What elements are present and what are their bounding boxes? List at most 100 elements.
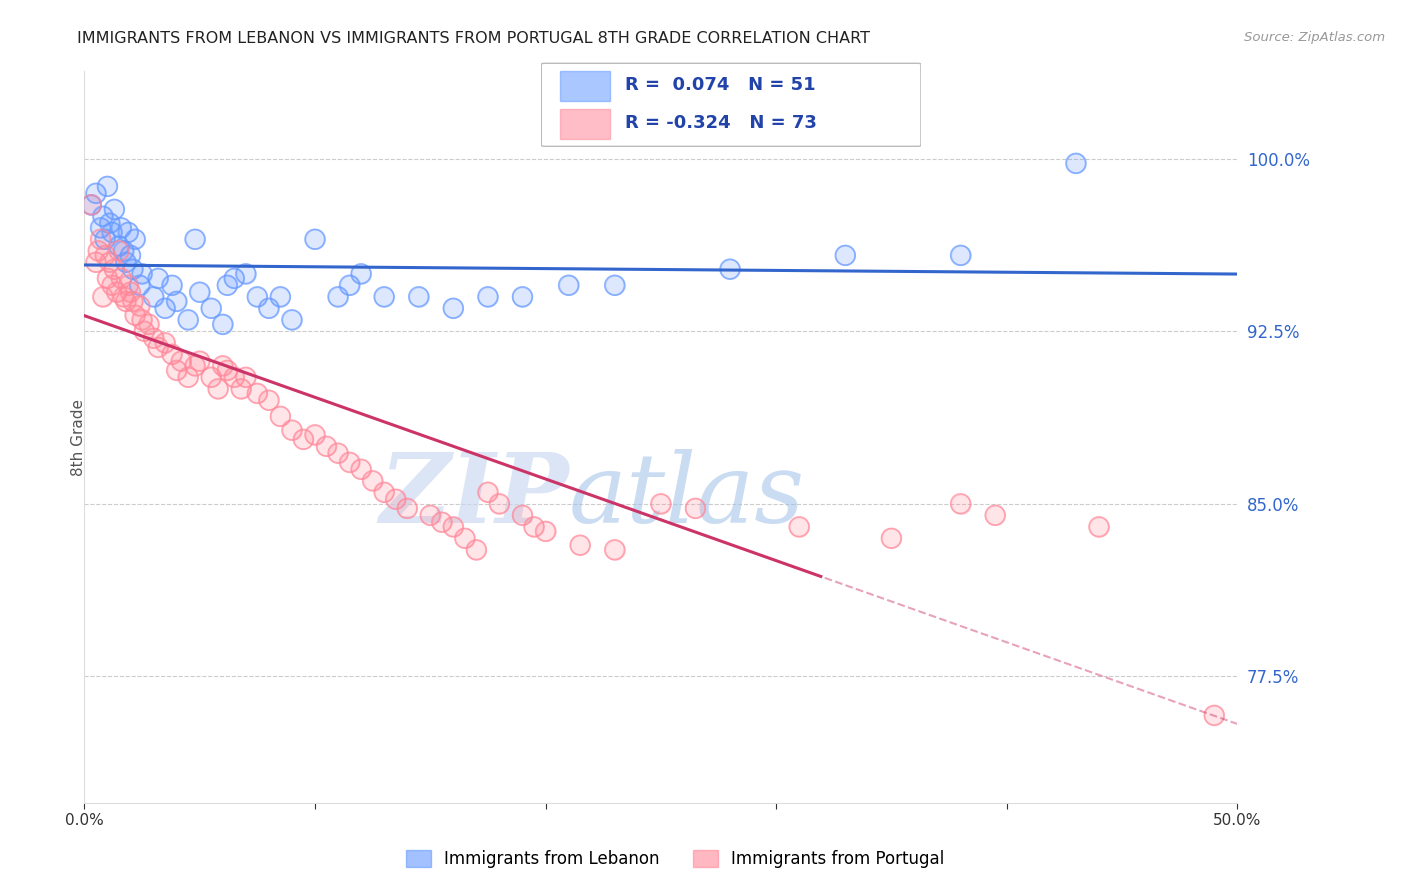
Point xyxy=(1204,708,1226,723)
Point xyxy=(91,290,114,304)
Point xyxy=(200,370,222,384)
Point xyxy=(211,318,233,332)
Point xyxy=(108,244,131,258)
Point xyxy=(84,255,107,269)
Point xyxy=(101,226,124,240)
Point xyxy=(269,409,291,424)
Point xyxy=(96,179,118,194)
Point xyxy=(134,324,156,338)
Point xyxy=(685,501,707,516)
Point xyxy=(120,285,142,300)
Point xyxy=(350,462,373,476)
Y-axis label: 8th Grade: 8th Grade xyxy=(72,399,86,475)
Point xyxy=(217,363,239,377)
Point xyxy=(1064,156,1087,170)
Point xyxy=(650,497,672,511)
Point xyxy=(454,531,477,545)
Point xyxy=(246,386,269,401)
Point xyxy=(110,271,132,285)
Point xyxy=(419,508,441,523)
Point xyxy=(89,232,111,246)
Point xyxy=(326,290,349,304)
Point xyxy=(84,186,107,201)
Point xyxy=(103,202,125,217)
Point xyxy=(101,226,124,240)
Point xyxy=(217,278,239,293)
Point xyxy=(408,290,430,304)
Point xyxy=(142,331,165,345)
Point xyxy=(94,248,117,262)
Point xyxy=(80,198,103,212)
Point xyxy=(120,285,142,300)
Point xyxy=(339,455,361,469)
Point xyxy=(177,370,200,384)
Point xyxy=(112,290,135,304)
Point xyxy=(211,359,233,373)
Point xyxy=(441,301,464,316)
Point xyxy=(246,386,269,401)
Point xyxy=(84,255,107,269)
Point xyxy=(557,278,579,293)
Point xyxy=(94,248,117,262)
Point xyxy=(153,335,176,350)
Point xyxy=(281,423,304,437)
Point xyxy=(160,278,183,293)
Point xyxy=(257,393,280,408)
Point xyxy=(235,370,257,384)
Point xyxy=(350,267,373,281)
Point xyxy=(224,271,246,285)
Point xyxy=(177,370,200,384)
Point xyxy=(384,492,406,507)
Point xyxy=(91,290,114,304)
Point xyxy=(949,497,972,511)
Point xyxy=(281,423,304,437)
Point xyxy=(146,340,169,354)
Point xyxy=(880,531,903,545)
Point xyxy=(339,278,361,293)
Point xyxy=(112,244,135,258)
Point xyxy=(124,308,146,322)
Point xyxy=(207,382,229,396)
Point xyxy=(880,531,903,545)
Point xyxy=(112,244,135,258)
Point xyxy=(94,232,117,246)
Point xyxy=(224,370,246,384)
Point xyxy=(718,262,741,277)
Point xyxy=(603,542,626,557)
Point xyxy=(488,497,510,511)
Point xyxy=(124,232,146,246)
Point xyxy=(105,285,128,300)
Point xyxy=(160,347,183,361)
Point xyxy=(105,285,128,300)
Point xyxy=(200,370,222,384)
Point xyxy=(98,255,121,269)
Point xyxy=(315,439,337,453)
Point xyxy=(430,515,453,529)
Point xyxy=(949,248,972,262)
Point xyxy=(146,340,169,354)
Point xyxy=(131,267,153,281)
Point xyxy=(103,262,125,277)
Point xyxy=(138,318,160,332)
Point xyxy=(200,301,222,316)
Point xyxy=(184,359,207,373)
Point xyxy=(112,290,135,304)
Point xyxy=(269,290,291,304)
Point xyxy=(834,248,856,262)
Point xyxy=(488,497,510,511)
Point xyxy=(257,301,280,316)
Point xyxy=(224,271,246,285)
Point xyxy=(110,220,132,235)
Point xyxy=(80,198,103,212)
Point xyxy=(523,520,546,534)
Point xyxy=(96,271,118,285)
Point xyxy=(211,359,233,373)
Point xyxy=(200,301,222,316)
Point xyxy=(1204,708,1226,723)
Point xyxy=(685,501,707,516)
Point xyxy=(834,248,856,262)
Point xyxy=(477,290,499,304)
Point xyxy=(454,531,477,545)
Point xyxy=(534,524,557,539)
Point xyxy=(477,290,499,304)
